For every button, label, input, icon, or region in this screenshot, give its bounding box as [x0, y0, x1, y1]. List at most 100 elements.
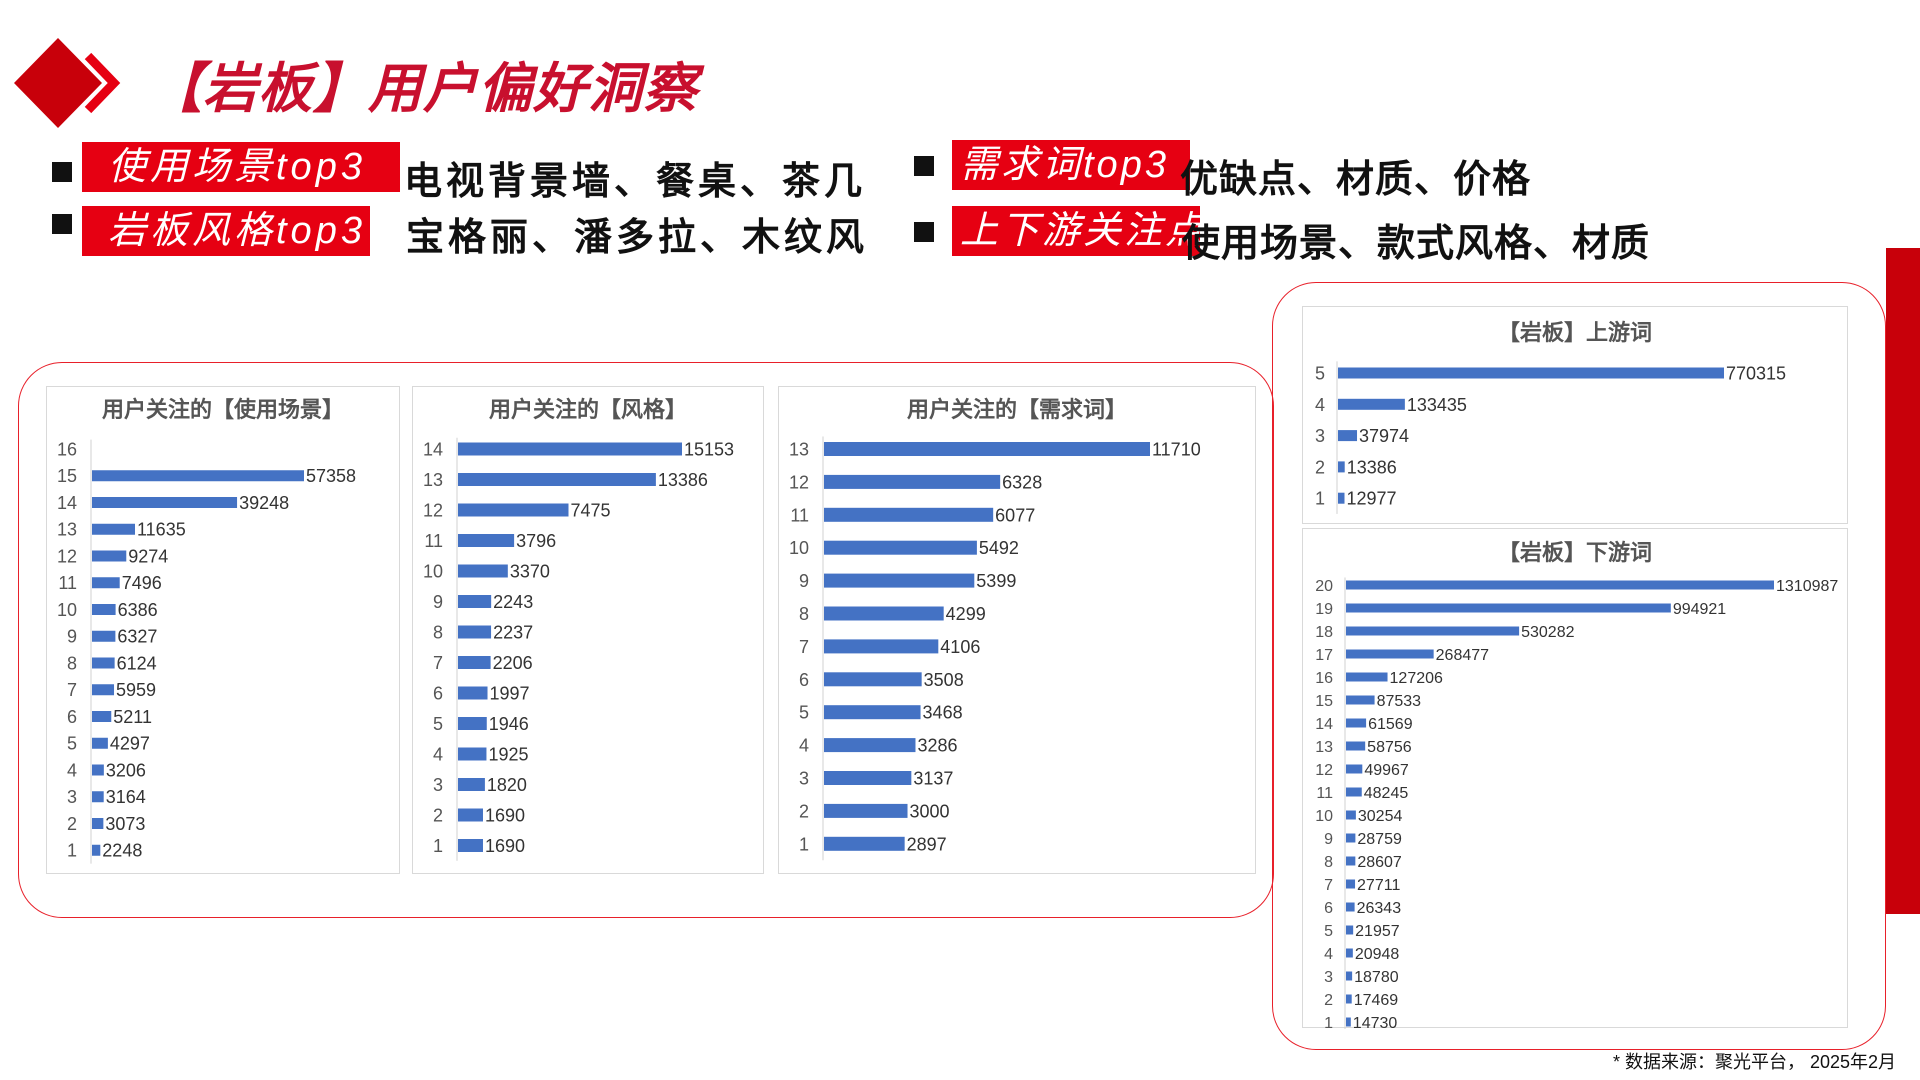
usage-data-label: 3206: [106, 760, 146, 780]
downstream-tick-label: 5: [1324, 923, 1333, 940]
style-tick-label: 13: [423, 470, 443, 490]
downstream-tick-label: 4: [1324, 946, 1333, 963]
bullet-square-icon: [914, 222, 934, 242]
usage-data-label: 39248: [239, 493, 289, 513]
downstream-chart-panel: 【岩板】下游词 20 1310987 19 994921 18 530282 17 26847…: [1302, 528, 1848, 1029]
downstream-tick-label: 17: [1315, 647, 1333, 664]
usage-bar: [92, 470, 304, 482]
demand-bar: [824, 803, 908, 818]
demand-data-label: 11710: [1152, 439, 1201, 459]
usage-tick-label: 3: [67, 787, 77, 807]
downstream-bar: [1346, 925, 1354, 935]
usage-chart-title: 用户关注的【使用场景】: [101, 397, 344, 422]
demand-bar: [824, 705, 921, 720]
downstream-tick-label: 10: [1315, 808, 1333, 825]
demand-data-label: 3468: [923, 703, 963, 723]
style-data-label: 1997: [490, 683, 530, 703]
usage-tick-label: 12: [57, 546, 77, 566]
downstream-data-label: 1310987: [1776, 578, 1838, 595]
downstream-data-label: 49967: [1364, 762, 1409, 779]
upstream-tick-label: 3: [1315, 426, 1325, 446]
downstream-bar: [1346, 1017, 1351, 1027]
upstream-tick-label: 2: [1315, 457, 1325, 477]
downstream-chart-title: 【岩板】下游词: [1497, 540, 1652, 565]
summary-tag-chain: 上下游关注点: [952, 206, 1200, 256]
downstream-data-label: 48245: [1364, 785, 1409, 802]
downstream-bar: [1346, 902, 1355, 912]
style-data-label: 2206: [493, 653, 533, 673]
summary-text-style: 宝格丽、潘多拉、木纹风: [406, 217, 869, 259]
usage-tick-label: 6: [67, 707, 77, 727]
demand-bar: [824, 507, 994, 522]
downstream-bar: [1346, 695, 1375, 705]
usage-bar: [92, 844, 101, 856]
usage-chart-panel: 用户关注的【使用场景】 16 15 57358 14 39248 13 11635 12 927…: [46, 386, 400, 874]
page-title: 【岩板】用户偏好洞察: [148, 59, 698, 119]
diamond-arrow-logo-icon: [14, 38, 121, 128]
bullet-square-icon: [52, 162, 72, 182]
demand-data-label: 4106: [940, 637, 980, 657]
upstream-data-label: 770315: [1726, 363, 1786, 383]
downstream-bar: [1346, 948, 1353, 958]
demand-tick-label: 11: [790, 505, 809, 525]
demand-bar: [824, 738, 916, 753]
usage-tick-label: 4: [67, 760, 77, 780]
upstream-data-label: 133435: [1407, 395, 1467, 415]
upstream-bar: [1338, 461, 1345, 473]
upstream-data-label: 37974: [1359, 426, 1409, 446]
usage-data-label: 6327: [117, 627, 157, 647]
downstream-data-label: 26343: [1357, 900, 1402, 917]
style-bar: [458, 534, 515, 547]
downstream-tick-label: 18: [1315, 624, 1333, 641]
usage-tick-label: 13: [57, 520, 77, 540]
downstream-data-label: 530282: [1521, 624, 1574, 641]
style-bar: [458, 778, 485, 791]
upstream-chart-title: 【岩板】上游词: [1497, 320, 1652, 345]
downstream-tick-label: 6: [1324, 900, 1333, 917]
style-chart-panel: 用户关注的【风格】 14 15153 13 13386 12 7475 11 3796 10 33…: [412, 386, 764, 874]
demand-tick-label: 5: [799, 703, 809, 723]
summary-tag-demand: 需求词top3: [952, 140, 1190, 190]
demand-data-label: 3000: [910, 801, 950, 821]
downstream-bar: [1346, 787, 1362, 797]
usage-bar: [92, 818, 104, 829]
downstream-tick-label: 3: [1324, 969, 1333, 986]
style-tick-label: 7: [433, 653, 443, 673]
upstream-bar: [1338, 430, 1358, 442]
downstream-data-label: 28759: [1357, 831, 1402, 848]
usage-bar: [92, 577, 120, 589]
style-data-label: 1690: [485, 836, 525, 856]
style-data-label: 13386: [658, 470, 708, 490]
style-data-label: 1925: [488, 744, 528, 764]
usage-data-label: 6124: [117, 653, 157, 673]
style-data-label: 15153: [684, 439, 734, 459]
style-bar: [458, 625, 492, 639]
demand-tick-label: 6: [799, 670, 809, 690]
style-tick-label: 12: [423, 500, 443, 520]
downstream-tick-label: 11: [1316, 785, 1333, 802]
demand-bar: [824, 672, 922, 687]
usage-tick-label: 2: [67, 814, 77, 834]
usage-tick-label: 15: [57, 466, 77, 486]
style-tick-label: 4: [433, 744, 443, 764]
style-bar: [458, 808, 483, 822]
data-source-note: * 数据来源：聚光平台， 2025年2月: [1612, 1052, 1896, 1072]
summary-text-usage: 电视背景墙、餐桌、茶几: [404, 161, 867, 203]
bullet-square-icon: [52, 214, 72, 234]
downstream-bar: [1346, 672, 1388, 682]
style-bar: [458, 747, 487, 761]
usage-bar: [92, 737, 108, 749]
style-bar: [458, 656, 491, 669]
downstream-tick-label: 12: [1315, 762, 1333, 779]
downstream-bar: [1346, 833, 1356, 843]
usage-bar: [92, 630, 116, 642]
style-bar: [458, 442, 682, 456]
demand-bar: [824, 540, 977, 555]
right-edge-accent-bar: [1886, 248, 1920, 914]
right-charts-frame: [1272, 282, 1886, 1050]
downstream-bar: [1346, 810, 1356, 820]
usage-tick-label: 16: [57, 439, 77, 459]
downstream-bar: [1346, 971, 1353, 981]
downstream-data-label: 61569: [1368, 716, 1413, 733]
